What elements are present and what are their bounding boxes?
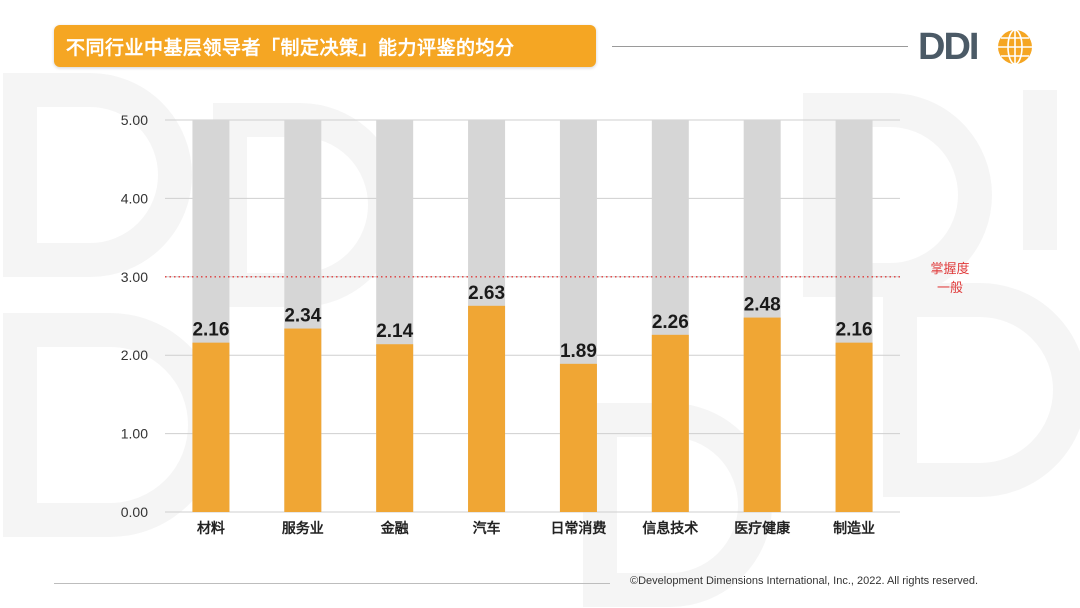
bars (192, 120, 873, 512)
x-tick-label: 服务业 (282, 520, 324, 537)
copyright-text: ©Development Dimensions International, I… (630, 575, 979, 587)
y-tick-label: 1.00 (121, 426, 148, 442)
data-label: 1.89 (560, 341, 597, 362)
reference-label-line: 掌握度 (930, 261, 969, 277)
data-label: 2.63 (468, 283, 505, 304)
y-tick-label: 2.00 (121, 347, 148, 363)
bar (192, 342, 230, 512)
value-labels: 2.16 2.34 2.14 2.63 1.89 2.26 2.48 2.16 (192, 283, 872, 362)
x-tick-label: 汽车 (473, 520, 501, 537)
x-tick-label: 信息技术 (642, 520, 698, 537)
x-tick-label: 材料 (197, 520, 225, 537)
x-tick-label: 日常消费 (550, 520, 606, 537)
y-tick-label: 5.00 (121, 112, 148, 128)
bar (651, 334, 689, 512)
bar (743, 317, 781, 512)
bar (284, 328, 322, 512)
data-label: 2.14 (376, 321, 413, 342)
x-axis-labels: 材料 服务业 金融 汽车 日常消费 信息技术 医疗健康 制造业 (197, 520, 875, 537)
globe-icon (998, 29, 1032, 65)
data-label: 2.48 (744, 295, 781, 316)
bar (376, 344, 414, 512)
title-banner: 不同行业中基层领导者「制定决策」能力评鉴的均分 (54, 25, 596, 67)
title-divider (612, 46, 908, 47)
bar (559, 363, 597, 512)
data-label: 2.34 (284, 306, 321, 327)
logo-text: DDI (918, 26, 979, 68)
bar (835, 342, 873, 512)
x-tick-label: 医疗健康 (734, 520, 791, 537)
data-label: 2.16 (836, 320, 873, 341)
reference-label-line: 一般 (937, 280, 963, 296)
data-label: 2.16 (192, 320, 229, 341)
footer-divider (54, 583, 610, 584)
gridlines (165, 119, 900, 513)
data-label: 2.26 (652, 312, 689, 333)
page-title: 不同行业中基层领导者「制定决策」能力评鉴的均分 (66, 37, 515, 59)
y-axis-ticks: 0.00 1.00 2.00 3.00 4.00 5.00 (121, 112, 148, 520)
x-tick-label: 金融 (380, 520, 409, 537)
y-tick-label: 4.00 (121, 190, 148, 206)
x-tick-label: 制造业 (833, 520, 875, 537)
y-tick-label: 3.00 (121, 269, 148, 285)
bar (468, 305, 506, 512)
y-tick-label: 0.00 (121, 504, 148, 520)
ddi-logo: DDI (918, 26, 1040, 68)
